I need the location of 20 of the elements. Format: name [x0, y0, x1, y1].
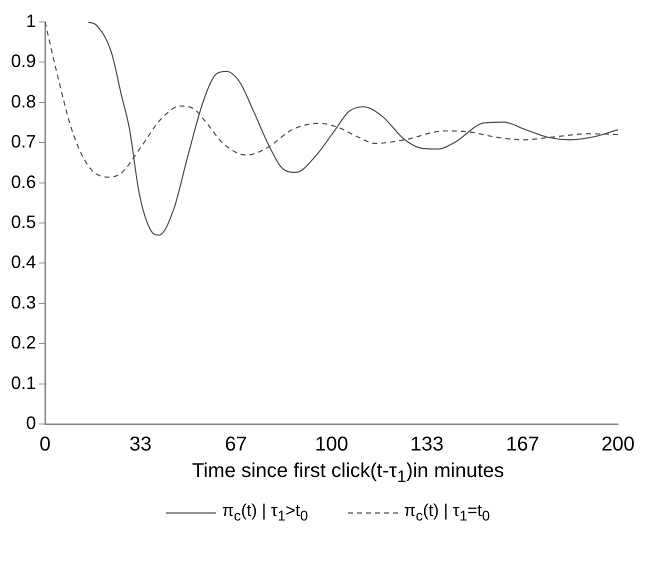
y-tick-label: 0.5 — [10, 212, 36, 232]
x-tick-label: 67 — [224, 434, 248, 456]
y-tick-label: 0.9 — [10, 51, 36, 72]
y-tick-label: 1 — [26, 10, 36, 31]
y-tick-label: 0.6 — [10, 172, 36, 192]
legend-label: π$_{c}$(t) | τ$_{1}$=t$_{0}$ — [404, 501, 490, 524]
x-tick-label: 133 — [410, 434, 444, 456]
y-tick-label: 0.4 — [10, 252, 36, 272]
y-tick-label: 0.3 — [10, 292, 36, 312]
x-tick-label: 33 — [129, 434, 152, 456]
x-tick-label: 100 — [314, 434, 348, 456]
legend-label: π$_{c}$(t) | τ$_{1}$>t$_{0}$ — [222, 501, 308, 524]
x-tick-label: 167 — [506, 434, 540, 456]
y-tick-label: 0.2 — [10, 332, 36, 353]
y-tick-label: 0.1 — [10, 372, 36, 393]
x-tick-label: 200 — [601, 434, 635, 456]
y-tick-label: 0 — [26, 412, 36, 433]
y-tick-label: 0.7 — [10, 132, 36, 152]
y-tick-label: 0.8 — [10, 91, 36, 112]
x-axis-title: Time since first click(t-τ$_{1}$)in minutes — [190, 460, 506, 487]
